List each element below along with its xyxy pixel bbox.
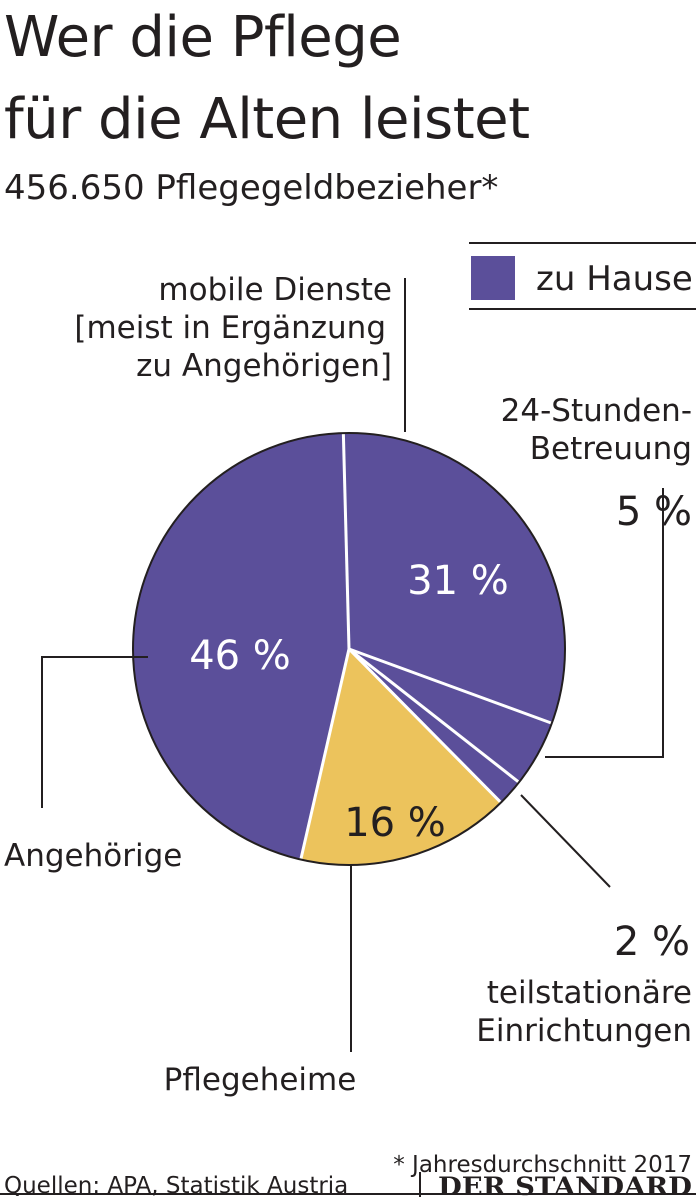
annotation-angehoerige: Angehörige [4,838,182,874]
leader-angehoerige [41,656,148,808]
value-label-pflegeheime: 16 % [344,800,446,846]
value-label-angehoerige: 46 % [189,633,291,679]
value-label-mobile: 31 % [407,558,509,604]
pie-slice-angehoerige [132,433,349,860]
annotation-teilstationaer-line-1: teilstationäre [487,975,692,1011]
pie-separator-24-stunden-betreuung [348,647,553,725]
leader-teilstationaer [520,794,611,888]
chart-subtitle: 456.650 Pflegegeldbezieher* [4,168,499,208]
annotation-mobile-line-1: mobile Dienste [158,272,392,308]
annotation-24-stunden-line-1: 24-Stunden- [501,393,692,429]
annotation-24-stunden-line-2: Betreuung [530,431,692,467]
annotation-pflegeheime: Pflegeheime [164,1062,357,1098]
brand-logo: DER STANDARD [438,1172,692,1200]
footer-rule [0,1193,696,1195]
pie-slice-24-stunden-betreuung [349,649,552,783]
annotation-teilstationaer-line-2: Einrichtungen [476,1013,692,1049]
pie-slice-pflegeheime [300,649,501,865]
annotation-mobile-line-3: zu Angehörigen] [136,348,392,384]
pie-separator-pflegeheime [347,647,502,804]
footnote: * Jahresdurchschnitt 2017 [393,1152,692,1178]
chart-title-line-2: für die Alten leistet [4,87,530,152]
annotation-mobile-line-2: [meist in Ergänzung [74,310,386,346]
pie-separator-angehoerige [299,648,351,860]
pie-separator-mobile-dienste [341,433,351,650]
pie-separator-teilstationaere-einrichtungen [348,647,520,784]
leader-24-stunden [545,488,664,758]
value-label-teilstationaer: 2 % [614,919,690,965]
pie-slice-teilstationaere-einrichtungen [349,649,519,803]
legend-label-zu-hause: zu Hause [536,259,693,299]
pie-separators [132,432,566,866]
pie-outline [132,432,566,866]
value-label-24-stunden: 5 % [616,489,692,535]
legend-swatch-zu-hause [471,256,515,300]
pie-slices [132,432,565,865]
sources-text: Quellen: APA, Statistik Austria [4,1173,348,1199]
chart-title-line-1: Wer die Pflege [4,5,402,70]
